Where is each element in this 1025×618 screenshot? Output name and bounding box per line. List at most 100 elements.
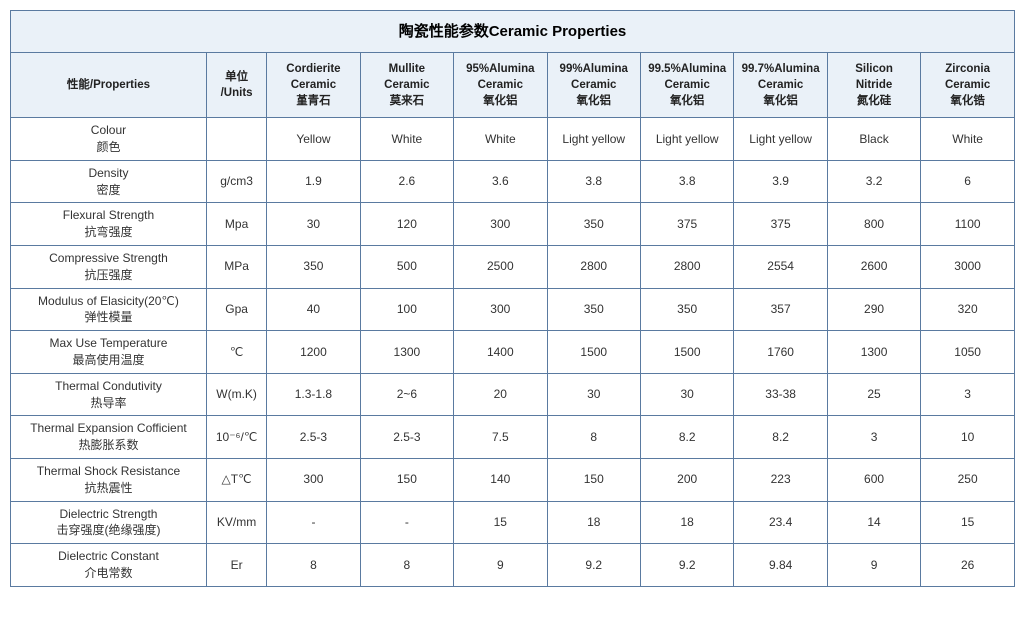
- table-row: Compressive Strength抗压强度MPa3505002500280…: [11, 246, 1015, 289]
- ceramic-properties-table: 陶瓷性能参数Ceramic Properties 性能/Properties 单…: [10, 10, 1015, 587]
- data-cell: 9: [454, 544, 547, 587]
- data-cell: 800: [827, 203, 920, 246]
- property-name: Dielectric Strength击穿强度(绝缘强度): [11, 501, 207, 544]
- data-cell: 250: [921, 459, 1015, 502]
- data-cell: -: [360, 501, 453, 544]
- data-cell: 40: [267, 288, 360, 331]
- data-cell: 14: [827, 501, 920, 544]
- table-row: Colour颜色YellowWhiteWhiteLight yellowLigh…: [11, 118, 1015, 161]
- data-cell: 300: [454, 288, 547, 331]
- header-col-5: 99.7%AluminaCeramic氧化铝: [734, 53, 827, 118]
- property-unit: ℃: [206, 331, 266, 374]
- data-cell: 357: [734, 288, 827, 331]
- data-cell: 23.4: [734, 501, 827, 544]
- data-cell: 2554: [734, 246, 827, 289]
- data-cell: 20: [454, 373, 547, 416]
- header-col-1: MulliteCeramic莫来石: [360, 53, 453, 118]
- data-cell: 3: [827, 416, 920, 459]
- data-cell: 25: [827, 373, 920, 416]
- data-cell: White: [921, 118, 1015, 161]
- data-cell: 350: [547, 203, 640, 246]
- property-name: Modulus of Elasicity(20℃)弹性模量: [11, 288, 207, 331]
- data-cell: 100: [360, 288, 453, 331]
- data-cell: 15: [921, 501, 1015, 544]
- data-cell: 30: [547, 373, 640, 416]
- data-cell: 8: [547, 416, 640, 459]
- data-cell: 2.6: [360, 160, 453, 203]
- data-cell: 2500: [454, 246, 547, 289]
- header-units: 单位/Units: [206, 53, 266, 118]
- data-cell: 1050: [921, 331, 1015, 374]
- data-cell: 9.2: [547, 544, 640, 587]
- data-cell: 2~6: [360, 373, 453, 416]
- property-name: Density密度: [11, 160, 207, 203]
- data-cell: 7.5: [454, 416, 547, 459]
- data-cell: 223: [734, 459, 827, 502]
- data-cell: 150: [547, 459, 640, 502]
- data-cell: 33-38: [734, 373, 827, 416]
- property-unit: Er: [206, 544, 266, 587]
- data-cell: 2.5-3: [360, 416, 453, 459]
- data-cell: 375: [734, 203, 827, 246]
- data-cell: 3.8: [547, 160, 640, 203]
- data-cell: 350: [640, 288, 733, 331]
- property-unit: g/cm3: [206, 160, 266, 203]
- table-row: Modulus of Elasicity(20℃)弹性模量Gpa40100300…: [11, 288, 1015, 331]
- data-cell: 200: [640, 459, 733, 502]
- property-name: Colour颜色: [11, 118, 207, 161]
- data-cell: 1400: [454, 331, 547, 374]
- data-cell: 30: [640, 373, 733, 416]
- property-name: Thermal Condutivity热导率: [11, 373, 207, 416]
- property-unit: 10⁻⁶/℃: [206, 416, 266, 459]
- data-cell: 350: [267, 246, 360, 289]
- table-row: Dielectric Strength击穿强度(绝缘强度)KV/mm--1518…: [11, 501, 1015, 544]
- property-unit: Gpa: [206, 288, 266, 331]
- data-cell: 30: [267, 203, 360, 246]
- header-row: 性能/Properties 单位/Units CordieriteCeramic…: [11, 53, 1015, 118]
- table-row: Flexural Strength抗弯强度Mpa3012030035037537…: [11, 203, 1015, 246]
- data-cell: 300: [454, 203, 547, 246]
- header-properties: 性能/Properties: [11, 53, 207, 118]
- data-cell: 3000: [921, 246, 1015, 289]
- property-name: Thermal Shock Resistance抗热震性: [11, 459, 207, 502]
- data-cell: 350: [547, 288, 640, 331]
- data-cell: 2800: [547, 246, 640, 289]
- data-cell: White: [360, 118, 453, 161]
- property-name: Max Use Temperature最高使用温度: [11, 331, 207, 374]
- data-cell: 6: [921, 160, 1015, 203]
- data-cell: Light yellow: [547, 118, 640, 161]
- property-name: Flexural Strength抗弯强度: [11, 203, 207, 246]
- data-cell: 3.2: [827, 160, 920, 203]
- data-cell: 1.9: [267, 160, 360, 203]
- data-cell: 1100: [921, 203, 1015, 246]
- property-unit: MPa: [206, 246, 266, 289]
- data-cell: Yellow: [267, 118, 360, 161]
- data-cell: Light yellow: [734, 118, 827, 161]
- table-row: Thermal Shock Resistance抗热震性△T℃300150140…: [11, 459, 1015, 502]
- data-cell: 15: [454, 501, 547, 544]
- data-cell: 1760: [734, 331, 827, 374]
- data-cell: 9.2: [640, 544, 733, 587]
- data-cell: 1500: [640, 331, 733, 374]
- data-cell: 320: [921, 288, 1015, 331]
- header-col-3: 99%AluminaCeramic氧化铝: [547, 53, 640, 118]
- data-cell: 8: [267, 544, 360, 587]
- data-cell: 18: [547, 501, 640, 544]
- data-cell: 1200: [267, 331, 360, 374]
- data-cell: 9: [827, 544, 920, 587]
- table-row: Dielectric Constant介电常数Er8899.29.29.8492…: [11, 544, 1015, 587]
- header-col-6: SiliconNitride氮化硅: [827, 53, 920, 118]
- table-body: Colour颜色YellowWhiteWhiteLight yellowLigh…: [11, 118, 1015, 587]
- data-cell: 3.9: [734, 160, 827, 203]
- property-name: Dielectric Constant介电常数: [11, 544, 207, 587]
- data-cell: 3.8: [640, 160, 733, 203]
- data-cell: 120: [360, 203, 453, 246]
- data-cell: 1500: [547, 331, 640, 374]
- header-col-4: 99.5%AluminaCeramic氧化铝: [640, 53, 733, 118]
- data-cell: 150: [360, 459, 453, 502]
- property-unit: W(m.K): [206, 373, 266, 416]
- header-col-7: ZirconiaCeramic氧化锆: [921, 53, 1015, 118]
- table-title: 陶瓷性能参数Ceramic Properties: [11, 11, 1015, 53]
- table-row: Thermal Condutivity热导率W(m.K)1.3-1.82~620…: [11, 373, 1015, 416]
- table-row: Density密度g/cm31.92.63.63.83.83.93.26: [11, 160, 1015, 203]
